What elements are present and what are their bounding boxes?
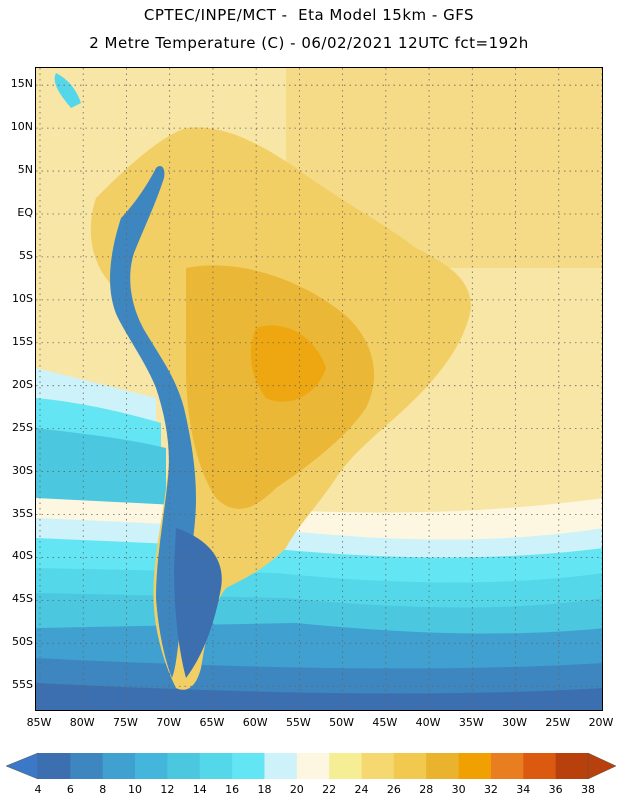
temperature-map: [35, 67, 603, 711]
chart-title-line2: 2 Metre Temperature (C) - 06/02/2021 12U…: [89, 34, 529, 52]
longitude-label: 20W: [588, 716, 614, 729]
longitude-label: 75W: [113, 716, 138, 729]
longitude-label: 85W: [26, 716, 52, 729]
colorbar-label: 22: [322, 783, 337, 796]
colorbar-bin: [523, 753, 557, 779]
longitude-label: 60W: [242, 716, 268, 729]
colorbar: [5, 752, 617, 780]
colorbar-label: 26: [386, 783, 401, 796]
colorbar-label: 10: [128, 783, 143, 796]
colorbar-bin: [426, 753, 460, 779]
colorbar-bin: [232, 753, 265, 779]
latitude-label: 15S: [12, 334, 33, 348]
latitude-label: 5N: [17, 163, 33, 177]
colorbar-bin: [555, 753, 589, 779]
colorbar-label: 30: [451, 783, 466, 796]
longitude-label: 45W: [372, 716, 398, 729]
colorbar-high-arrow: [587, 752, 617, 780]
colorbar-bin: [393, 753, 427, 779]
colorbar-label: 20: [289, 783, 304, 796]
longitude-label: 30W: [502, 716, 527, 729]
longitude-label: 35W: [458, 716, 484, 729]
colorbar-label: 16: [225, 783, 240, 796]
colorbar-label: 6: [66, 783, 74, 796]
latitude-label: 10S: [12, 291, 33, 305]
colorbar-label: 18: [257, 783, 272, 796]
colorbar-bin: [199, 753, 233, 779]
colorbar-bin: [264, 753, 298, 779]
latitude-label: 30S: [12, 463, 33, 477]
colorbar-bin: [167, 753, 201, 779]
latitude-label: EQ: [17, 205, 33, 219]
latitude-label: 5S: [19, 248, 33, 262]
map-canvas: [36, 68, 602, 710]
colorbar-bin: [102, 753, 136, 779]
chart-title-line1: CPTEC/INPE/MCT - Eta Model 15km - GFS: [143, 6, 475, 24]
longitude-label: 70W: [156, 716, 182, 729]
latitude-label: 15N: [10, 77, 33, 91]
latitude-label: 50S: [12, 635, 33, 649]
colorbar-label: 28: [419, 783, 434, 796]
longitude-label: 40W: [415, 716, 441, 729]
latitude-label: 45S: [12, 592, 33, 606]
colorbar-label: 34: [516, 783, 531, 796]
colorbar-label: 8: [99, 783, 107, 796]
colorbar-low-arrow: [5, 752, 39, 780]
latitude-label: 10N: [10, 120, 33, 134]
colorbar-label: 12: [160, 783, 175, 796]
longitude-label: 55W: [285, 716, 311, 729]
colorbar-label: 32: [483, 783, 498, 796]
colorbar-bin: [135, 753, 168, 779]
colorbar-label: 36: [548, 783, 563, 796]
longitude-label: 25W: [545, 716, 571, 729]
colorbar-label: 14: [192, 783, 207, 796]
colorbar-label: 4: [34, 783, 42, 796]
latitude-label: 25S: [12, 420, 33, 434]
latitude-label: 20S: [12, 377, 33, 391]
longitude-label: 50W: [329, 716, 355, 729]
colorbar-label: 38: [581, 783, 595, 796]
colorbar-bin: [38, 753, 71, 779]
longitude-label: 80W: [69, 716, 95, 729]
colorbar-bin: [361, 753, 395, 779]
colorbar-bin: [329, 753, 363, 779]
colorbar-bin: [70, 753, 104, 779]
latitude-label: 35S: [12, 506, 33, 520]
colorbar-bin: [296, 753, 330, 779]
longitude-label: 65W: [199, 716, 225, 729]
latitude-label: 55S: [12, 678, 33, 692]
colorbar-bin: [490, 753, 524, 779]
colorbar-label: 24: [354, 783, 369, 796]
latitude-label: 40S: [12, 549, 33, 563]
colorbar-bin: [458, 753, 492, 779]
